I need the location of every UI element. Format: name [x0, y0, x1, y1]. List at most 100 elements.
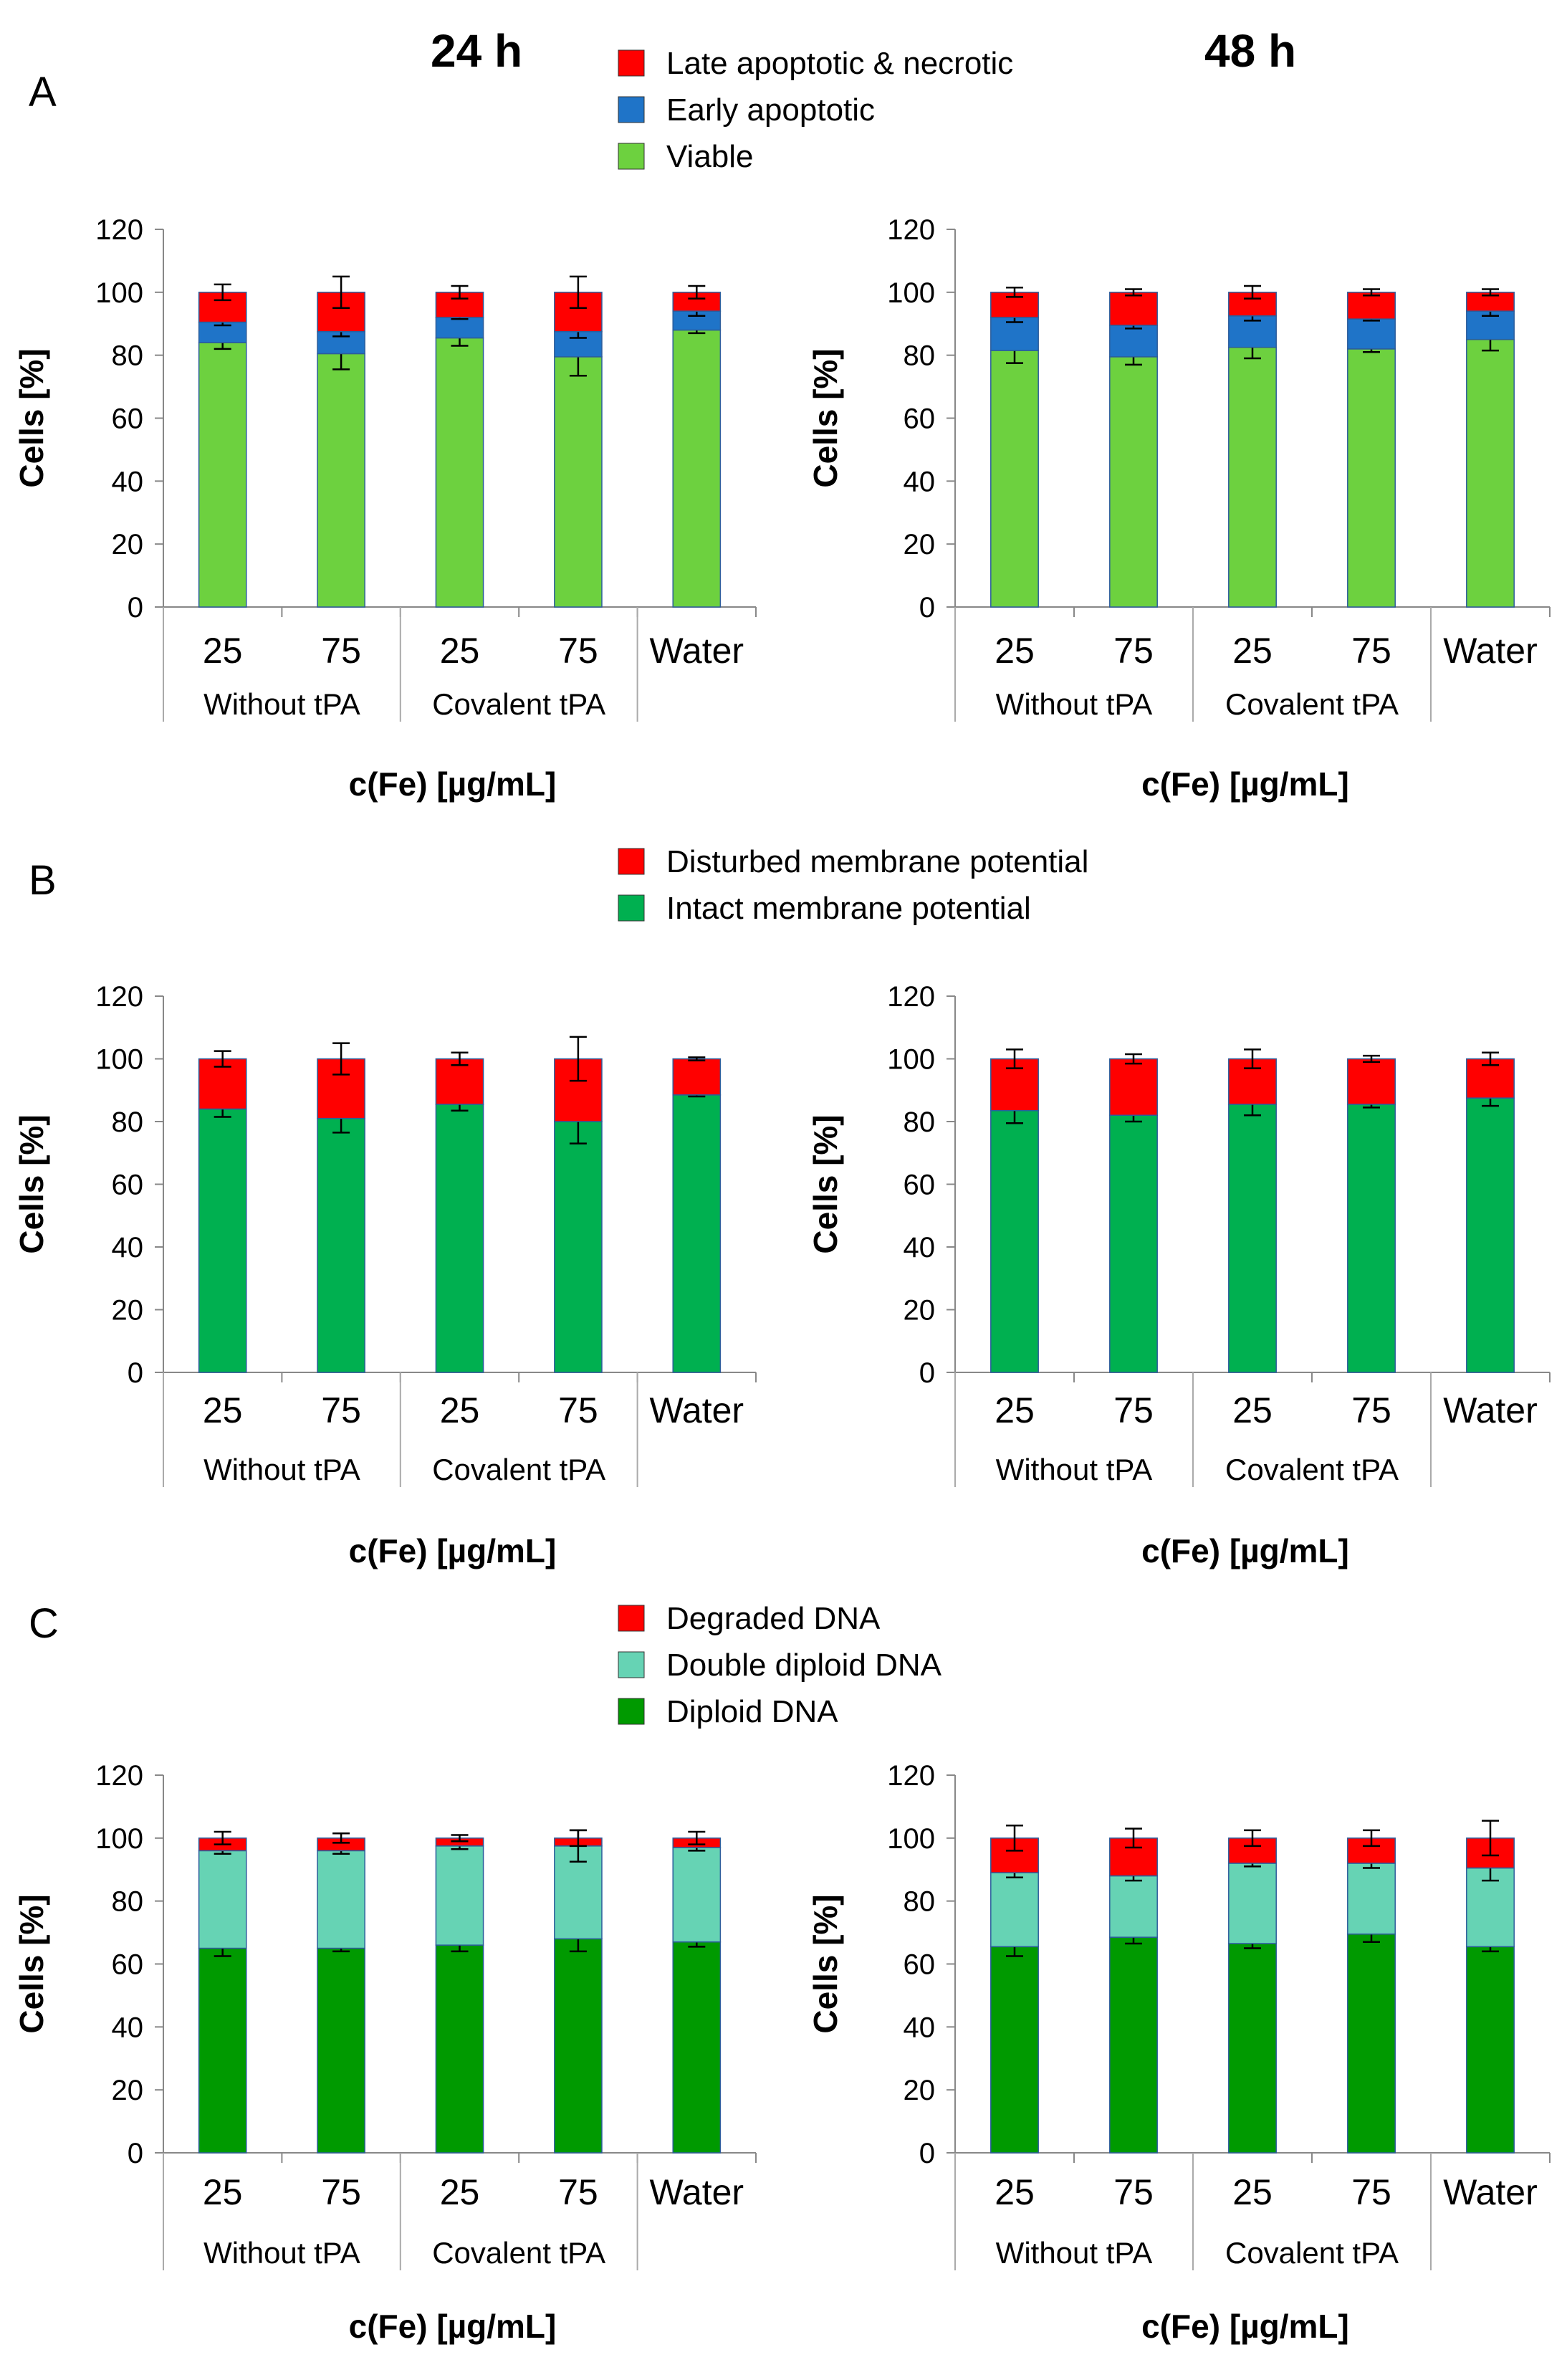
- y-tick-label: 80: [904, 1886, 936, 1918]
- chart-a-48-h: 0 20 40 60 80 100 120 25 75 25 75 Water Without tPA C…: [807, 214, 1551, 803]
- bar-viable-2: [435, 337, 484, 608]
- legend-swatch-double-diploid-dna: [618, 1651, 645, 1678]
- y-tick-label: 80: [904, 1107, 936, 1138]
- y-tick-label: 40: [904, 1232, 936, 1263]
- category-label: 25: [1232, 2172, 1273, 2212]
- bar-double-diploid-dna-0: [990, 1872, 1039, 1948]
- error-bar-degraded-dna-4: [688, 1830, 706, 1845]
- bar-viable-2: [1228, 346, 1277, 608]
- error-bar-disturbed-membrane-potential-2: [1244, 1048, 1261, 1069]
- bar-viable-3: [554, 356, 603, 608]
- error-bar-disturbed-membrane-potential-1: [332, 1042, 350, 1076]
- legend-label-intact-membrane-potential: Intact membrane potential: [666, 891, 1031, 926]
- group-label-without-tpa: Without tPA: [996, 2236, 1153, 2270]
- group-label-covalent-tpa: Covalent tPA: [1225, 687, 1399, 721]
- legends: Late apoptotic & necrotic Early apoptotic…: [618, 46, 1088, 1729]
- legend-label-late-apoptotic-necrotic: Late apoptotic & necrotic: [666, 46, 1013, 81]
- y-tick-label: 100: [95, 277, 143, 309]
- bar-intact-membrane-potential-0: [198, 1108, 247, 1373]
- y-tick-label: 0: [919, 592, 935, 623]
- x-axis-title: c(Fe) [µg/mL]: [1141, 1532, 1349, 1569]
- category-label: Water: [1443, 1390, 1538, 1430]
- bar-viable-1: [317, 353, 365, 608]
- error-bar-late-apoptotic-necrotic-2: [451, 285, 469, 300]
- bar-intact-membrane-potential-1: [317, 1117, 365, 1373]
- bar-late-apoptotic-necrotic-3: [1347, 292, 1396, 320]
- y-tick-label: 0: [919, 1357, 935, 1389]
- y-tick-label: 120: [887, 1760, 935, 1792]
- y-tick-label: 20: [112, 2075, 144, 2106]
- y-tick-label: 80: [112, 340, 144, 372]
- category-label: 75: [558, 1390, 598, 1430]
- y-tick-label: 20: [112, 529, 144, 560]
- error-bar-late-apoptotic-necrotic-0: [214, 283, 231, 302]
- error-bar-late-apoptotic-necrotic-4: [1482, 288, 1499, 297]
- y-tick-label: 0: [128, 2138, 143, 2169]
- error-bar-degraded-dna-1: [332, 1832, 350, 1844]
- bar-double-diploid-dna-0: [198, 1850, 247, 1949]
- y-tick-label: 60: [112, 403, 144, 435]
- y-tick-label: 0: [919, 2138, 935, 2169]
- bar-diploid-dna-2: [1228, 1943, 1277, 2154]
- panel-letter-a: A: [29, 69, 57, 115]
- group-label-covalent-tpa: Covalent tPA: [432, 687, 605, 721]
- group-label-without-tpa: Without tPA: [203, 2236, 360, 2270]
- group-label-without-tpa: Without tPA: [203, 687, 360, 721]
- bar-intact-membrane-potential-4: [672, 1094, 722, 1373]
- legend-label-disturbed-membrane-potential: Disturbed membrane potential: [666, 844, 1088, 879]
- bar-double-diploid-dna-2: [435, 1845, 484, 1946]
- y-tick-label: 120: [95, 981, 143, 1013]
- y-tick-label: 100: [887, 1044, 935, 1076]
- bar-viable-0: [990, 350, 1039, 608]
- group-label-covalent-tpa: Covalent tPA: [432, 1453, 605, 1486]
- category-label: Water: [650, 631, 744, 671]
- bar-disturbed-membrane-potential-4: [672, 1058, 722, 1096]
- x-axis-title: c(Fe) [µg/mL]: [1141, 2308, 1349, 2345]
- y-tick-label: 60: [904, 403, 936, 435]
- category-label: 25: [440, 631, 480, 671]
- category-label: 25: [995, 631, 1035, 671]
- y-tick-label: 100: [95, 1044, 143, 1076]
- group-label-without-tpa: Without tPA: [203, 1453, 360, 1486]
- y-tick-label: 120: [95, 214, 143, 246]
- category-label: 75: [321, 631, 361, 671]
- y-tick-label: 120: [95, 1760, 143, 1792]
- error-bar-degraded-dna-0: [1006, 1825, 1023, 1852]
- chart-a-24-h: 0 20 40 60 80 100 120 25 75 25 75 Water Without tPA C…: [13, 214, 757, 803]
- legend-label-viable: Viable: [666, 139, 754, 174]
- error-bar-degraded-dna-0: [214, 1830, 231, 1845]
- category-label: Water: [650, 1390, 744, 1430]
- category-label: 25: [1232, 1390, 1273, 1430]
- group-label-covalent-tpa: Covalent tPA: [1225, 1453, 1399, 1486]
- category-label: Water: [650, 2172, 744, 2212]
- category-label: 75: [1113, 631, 1154, 671]
- y-tick-label: 100: [95, 1823, 143, 1855]
- x-axis-title: c(Fe) [µg/mL]: [1141, 765, 1349, 803]
- bar-intact-membrane-potential-2: [435, 1104, 484, 1373]
- error-bar-degraded-dna-2: [451, 1834, 469, 1843]
- error-bar-disturbed-membrane-potential-4: [688, 1056, 706, 1061]
- bar-double-diploid-dna-2: [1228, 1863, 1277, 1944]
- error-bar-disturbed-membrane-potential-2: [451, 1051, 469, 1066]
- category-label: 25: [995, 1390, 1035, 1430]
- y-tick-label: 0: [128, 1357, 143, 1389]
- y-tick-label: 20: [112, 1295, 144, 1327]
- legend-label-early-apoptotic: Early apoptotic: [666, 92, 875, 128]
- y-tick-label: 80: [112, 1107, 144, 1138]
- group-label-without-tpa: Without tPA: [996, 687, 1153, 721]
- error-bar-degraded-dna-3: [569, 1829, 587, 1848]
- y-tick-label: 20: [904, 2075, 936, 2106]
- panel-letter-b: B: [29, 857, 57, 904]
- y-tick-label: 20: [904, 1295, 936, 1327]
- error-bar-degraded-dna-4: [1482, 1820, 1499, 1857]
- bar-double-diploid-dna-1: [1109, 1875, 1158, 1938]
- chart-b-24-h: 0 20 40 60 80 100 120 25 75 25 75 Water Without tPA C…: [13, 981, 757, 1569]
- bar-double-diploid-dna-1: [317, 1850, 365, 1949]
- bar-diploid-dna-1: [1109, 1936, 1158, 2154]
- chart-c-24-h: 0 20 40 60 80 100 120 25 75 25 75 Water Without tPA C…: [13, 1760, 757, 2345]
- bar-early-apoptotic-2: [435, 317, 484, 339]
- bar-intact-membrane-potential-4: [1466, 1097, 1515, 1373]
- y-tick-label: 80: [112, 1886, 144, 1918]
- y-tick-label: 120: [887, 981, 935, 1013]
